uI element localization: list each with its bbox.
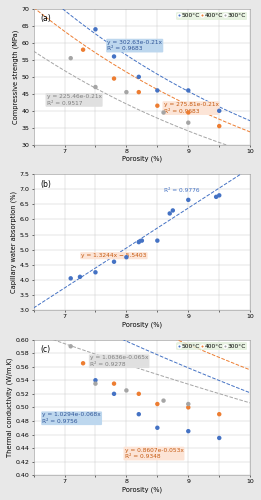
Point — [155, 424, 159, 432]
Text: y = 1.0294e-0.068x
R² = 0.9756: y = 1.0294e-0.068x R² = 0.9756 — [42, 412, 101, 424]
Point — [93, 26, 98, 34]
Point — [112, 74, 116, 82]
Point — [217, 434, 221, 442]
Text: y = 275.81e-0.21x
R² = 0.9683: y = 275.81e-0.21x R² = 0.9683 — [164, 102, 218, 114]
Point — [217, 192, 221, 200]
Point — [168, 210, 172, 218]
Point — [171, 206, 175, 214]
Point — [93, 83, 98, 91]
Legend: 500°C, 400°C, 300°C: 500°C, 400°C, 300°C — [176, 342, 247, 350]
Text: y = 1.3244x − 5.5403: y = 1.3244x − 5.5403 — [81, 253, 147, 258]
Point — [78, 273, 82, 281]
Point — [112, 258, 116, 266]
Point — [186, 86, 190, 94]
Text: (a): (a) — [40, 14, 51, 24]
Y-axis label: Compressive strength (MPa): Compressive strength (MPa) — [13, 30, 19, 124]
Point — [69, 54, 73, 62]
Text: (c): (c) — [40, 345, 50, 354]
Point — [112, 390, 116, 398]
Point — [186, 400, 190, 408]
Point — [124, 253, 128, 261]
Point — [186, 118, 190, 126]
Point — [93, 376, 98, 384]
Point — [214, 193, 218, 201]
Point — [217, 107, 221, 115]
Text: y = 302.63e-0.21x
R² = 0.9683: y = 302.63e-0.21x R² = 0.9683 — [107, 40, 162, 52]
Text: y = 0.8607e-0.053x
R² = 0.9348: y = 0.8607e-0.053x R² = 0.9348 — [124, 448, 183, 460]
Point — [112, 380, 116, 388]
Point — [112, 52, 116, 60]
Y-axis label: Capillary water absorption (%): Capillary water absorption (%) — [11, 191, 17, 293]
Point — [93, 268, 98, 276]
Point — [137, 238, 141, 246]
Point — [93, 380, 98, 388]
Point — [186, 427, 190, 435]
Point — [186, 196, 190, 204]
X-axis label: Porosity (%): Porosity (%) — [122, 322, 162, 328]
Text: y = 225.46e-0.21x
R² = 0.9517: y = 225.46e-0.21x R² = 0.9517 — [46, 94, 102, 106]
Point — [81, 360, 85, 368]
X-axis label: Porosity (%): Porosity (%) — [122, 486, 162, 493]
Point — [137, 73, 141, 81]
Point — [137, 390, 141, 398]
Point — [217, 122, 221, 130]
Point — [155, 102, 159, 110]
Point — [69, 274, 73, 282]
Point — [69, 342, 73, 350]
Point — [162, 396, 166, 404]
Y-axis label: Thermal conductivity (W/m.K): Thermal conductivity (W/m.K) — [7, 358, 14, 457]
Point — [137, 410, 141, 418]
Text: (b): (b) — [40, 180, 51, 188]
Point — [137, 88, 141, 96]
Point — [162, 108, 166, 116]
Point — [124, 88, 128, 96]
Point — [186, 108, 190, 116]
X-axis label: Porosity (%): Porosity (%) — [122, 156, 162, 162]
Point — [155, 86, 159, 94]
Point — [155, 236, 159, 244]
Text: R² = 0.9776: R² = 0.9776 — [164, 188, 199, 193]
Point — [217, 410, 221, 418]
Point — [140, 236, 144, 244]
Point — [81, 46, 85, 54]
Point — [124, 386, 128, 394]
Point — [186, 404, 190, 411]
Legend: 500°C, 400°C, 300°C: 500°C, 400°C, 300°C — [176, 12, 247, 20]
Text: y = 1.0636e-0.065x
R² = 0.9278: y = 1.0636e-0.065x R² = 0.9278 — [90, 356, 149, 367]
Point — [155, 400, 159, 408]
